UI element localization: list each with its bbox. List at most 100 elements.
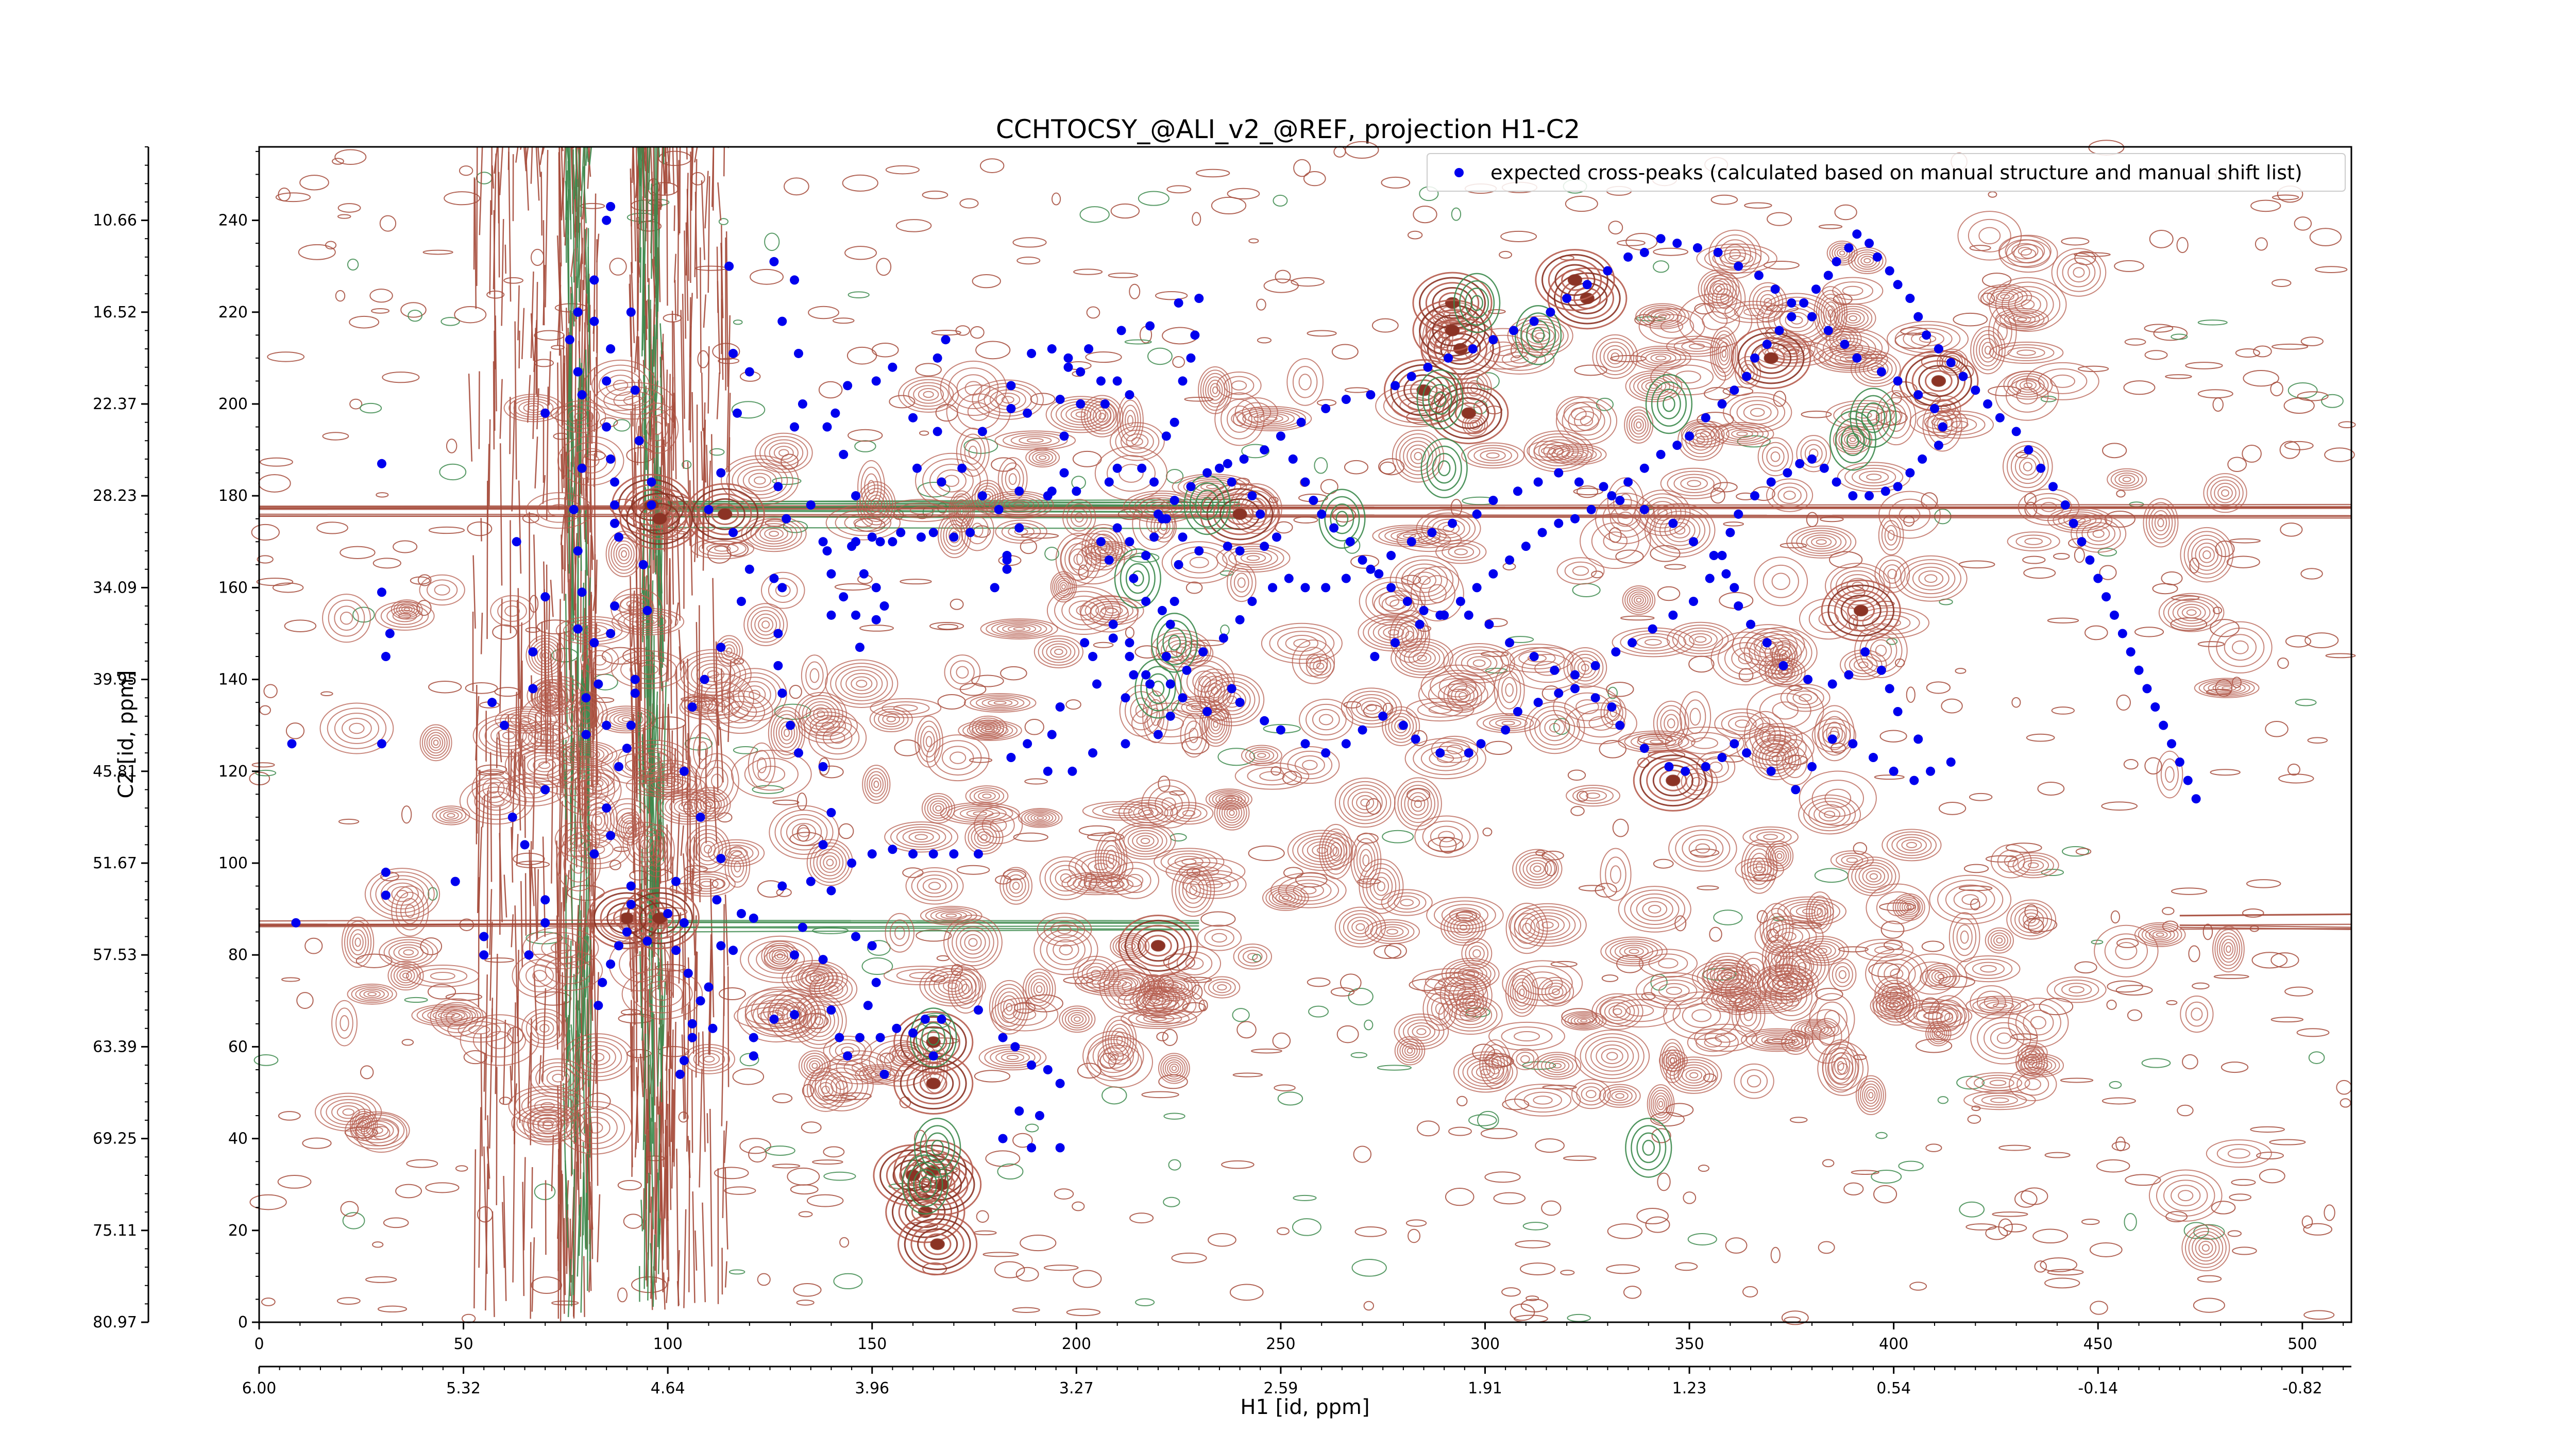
streak-contour: [486, 1146, 490, 1179]
streak-contour: [580, 1176, 584, 1313]
noise-contour: [1698, 1165, 1709, 1172]
streak-contour: [517, 285, 520, 341]
noise-contour: [408, 309, 422, 322]
peak-contour: [1768, 752, 1783, 765]
noise-contour: [2280, 523, 2303, 537]
peak-contour: [1900, 559, 1962, 598]
streak-contour: [584, 999, 588, 1149]
noise-contour: [336, 1297, 361, 1305]
noise-contour: [2193, 1298, 2225, 1313]
peak-contour: [1783, 491, 1796, 500]
peak-contour: [1414, 452, 1422, 461]
streak-contour: [665, 630, 670, 682]
noise-contour: [1921, 940, 1945, 952]
peak-contour: [1033, 924, 1098, 975]
noise-contour: [2106, 1000, 2117, 1010]
streak-contour: [649, 793, 652, 906]
noise-contour: [2324, 447, 2355, 462]
peak-contour: [1849, 315, 1857, 322]
peak-contour: [1631, 593, 1647, 607]
noise-contour: [2202, 923, 2213, 940]
noise-contour: [1248, 238, 1259, 244]
streak-contour: [640, 1056, 643, 1083]
noise-contour: [848, 429, 883, 442]
peak-contour: [1316, 662, 1325, 670]
noise-contour: [1445, 1188, 1475, 1206]
peak-contour: [1875, 645, 1887, 657]
peak-contour: [1878, 515, 1904, 555]
peak-contour: [1395, 559, 1454, 601]
peak-contour: [1687, 1028, 1739, 1057]
peak-contour: [1385, 596, 1400, 607]
peak-contour: [1866, 1089, 1876, 1102]
peak-contour: [1662, 1042, 1684, 1080]
streak-contour: [518, 753, 521, 831]
noise-contour: [1405, 1219, 1427, 1227]
peak-contour: [1696, 436, 1705, 444]
peak-contour: [1799, 770, 1877, 826]
noise-contour: [365, 1276, 397, 1283]
noise-contour: [972, 274, 1001, 289]
peak-contour: [1043, 917, 1086, 942]
peak-contour: [1799, 694, 1812, 702]
peak-contour: [1806, 534, 1837, 550]
peak-contour: [1635, 303, 1690, 330]
streak-contour: [558, 262, 562, 356]
peak-contour: [1514, 906, 1582, 944]
noise-contour: [1843, 1182, 1864, 1195]
peak-contour: [1553, 685, 1622, 729]
peak-contour: [1798, 794, 1861, 835]
peak-contour: [1050, 646, 1067, 658]
noise-contour: [772, 1164, 801, 1169]
peak-contour: [1299, 699, 1353, 740]
noise-contour: [1163, 953, 1195, 971]
noise-contour: [2325, 653, 2356, 659]
peak-contour: [1456, 922, 1470, 933]
peak-contour: [1607, 1088, 1633, 1103]
streak-contour: [573, 533, 578, 611]
noise-contour: [1967, 1115, 1981, 1124]
peak-contour: [1873, 993, 1911, 1018]
peak-contour: [1563, 647, 1607, 688]
peak-contour: [1406, 567, 1443, 593]
peak-contour: [1334, 906, 1386, 948]
noise-contour: [406, 1159, 438, 1168]
peak-contour: [1765, 749, 1787, 768]
noise-contour: [714, 1167, 749, 1180]
noise-contour: [1468, 1114, 1497, 1126]
streak-contour: [579, 1007, 582, 1034]
noise-contour: [1163, 1113, 1185, 1120]
noise-contour: [790, 1184, 819, 1195]
peak-contour: [1574, 1029, 1650, 1083]
peak-contour: [1057, 925, 1072, 934]
noise-contour: [2047, 617, 2079, 624]
peak-contour: [1076, 605, 1092, 616]
peak-contour: [1603, 1086, 1637, 1106]
noise-contour: [1499, 250, 1513, 259]
peak-contour: [1044, 861, 1087, 896]
peak-contour: [1937, 880, 2004, 920]
noise-contour: [1340, 973, 1362, 992]
noise-contour: [1073, 1270, 1102, 1288]
peak-contour: [1920, 969, 1944, 987]
peak-contour: [1599, 341, 1631, 372]
peak-contour: [1197, 924, 1242, 951]
peak-contour: [1624, 587, 1653, 613]
peak-contour: [1509, 903, 1587, 947]
peak-contour: [1660, 709, 1683, 737]
streak-contour: [551, 725, 554, 884]
streak-contour: [677, 1250, 680, 1290]
noise-contour: [2127, 1009, 2143, 1021]
noise-contour: [2227, 457, 2247, 472]
peak-contour: [1709, 959, 1746, 991]
streak-contour: [573, 1004, 577, 1144]
peak-contour: [1362, 854, 1370, 867]
noise-contour: [1480, 1128, 1518, 1139]
streak-contour: [652, 1012, 655, 1157]
noise-contour: [808, 306, 839, 319]
peak-contour: [1522, 922, 1532, 934]
noise-contour: [2229, 1193, 2251, 1201]
streak-contour: [630, 262, 635, 343]
streak-contour: [648, 981, 652, 1050]
peak-contour: [1406, 698, 1475, 722]
